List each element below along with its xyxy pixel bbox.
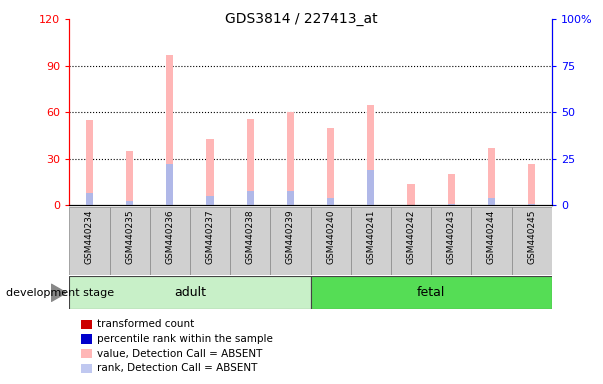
Text: GSM440238: GSM440238 <box>246 209 254 264</box>
Text: value, Detection Call = ABSENT: value, Detection Call = ABSENT <box>97 349 262 359</box>
Bar <box>166 55 174 205</box>
Bar <box>367 170 374 205</box>
Text: GSM440245: GSM440245 <box>527 209 536 264</box>
Bar <box>351 207 391 275</box>
Bar <box>69 276 311 309</box>
Text: adult: adult <box>174 286 206 299</box>
Bar <box>126 201 133 205</box>
Bar <box>511 207 552 275</box>
Text: GSM440235: GSM440235 <box>125 209 134 264</box>
Bar <box>367 104 374 205</box>
Text: GSM440243: GSM440243 <box>447 209 456 264</box>
Bar <box>311 207 351 275</box>
Text: GSM440239: GSM440239 <box>286 209 295 264</box>
Text: GSM440240: GSM440240 <box>326 209 335 264</box>
Bar <box>206 139 213 205</box>
Text: development stage: development stage <box>6 288 114 298</box>
Polygon shape <box>51 284 66 301</box>
Bar <box>287 192 294 205</box>
Bar <box>528 164 535 205</box>
Bar <box>391 207 431 275</box>
Text: GSM440242: GSM440242 <box>406 209 415 264</box>
Bar <box>528 204 535 205</box>
Text: GSM440234: GSM440234 <box>85 209 94 264</box>
Bar <box>166 164 174 205</box>
Bar <box>287 113 294 205</box>
Bar <box>447 174 455 205</box>
Text: percentile rank within the sample: percentile rank within the sample <box>97 334 273 344</box>
Text: rank, Detection Call = ABSENT: rank, Detection Call = ABSENT <box>97 363 257 373</box>
Text: fetal: fetal <box>417 286 446 299</box>
Bar <box>247 119 254 205</box>
Bar <box>408 184 415 205</box>
Bar <box>311 276 552 309</box>
Text: GSM440244: GSM440244 <box>487 209 496 264</box>
Bar <box>472 207 511 275</box>
Bar <box>150 207 190 275</box>
Text: GSM440237: GSM440237 <box>206 209 215 264</box>
Bar <box>110 207 150 275</box>
Text: GDS3814 / 227413_at: GDS3814 / 227413_at <box>225 12 378 25</box>
Text: transformed count: transformed count <box>97 319 194 329</box>
Bar <box>488 148 495 205</box>
Bar <box>488 198 495 205</box>
Bar <box>190 207 230 275</box>
Bar <box>327 198 334 205</box>
Text: GSM440241: GSM440241 <box>367 209 375 264</box>
Bar <box>431 207 472 275</box>
Bar <box>327 128 334 205</box>
Bar <box>447 204 455 205</box>
Bar <box>69 207 110 275</box>
Bar <box>230 207 270 275</box>
Bar <box>206 196 213 205</box>
Bar <box>270 207 311 275</box>
Text: GSM440236: GSM440236 <box>165 209 174 264</box>
Bar <box>247 192 254 205</box>
Bar <box>86 193 93 205</box>
Bar <box>126 151 133 205</box>
Bar <box>86 120 93 205</box>
